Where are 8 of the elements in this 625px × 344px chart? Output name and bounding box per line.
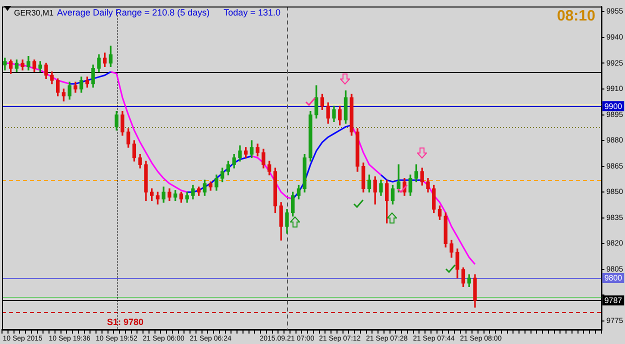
ref-line-label: 9900: [604, 102, 623, 111]
ref-line-label: S1: 9780: [107, 316, 144, 327]
annotation: Average Daily Range = 210.8 (5 days): [57, 8, 210, 18]
chart-title: GER30,M1: [14, 8, 54, 18]
ref-line-label: 9800: [604, 274, 623, 283]
annotation: Today = 131.0: [224, 8, 280, 18]
annotation: 08:10: [556, 8, 596, 24]
ref-line-label: 9787: [604, 296, 623, 306]
